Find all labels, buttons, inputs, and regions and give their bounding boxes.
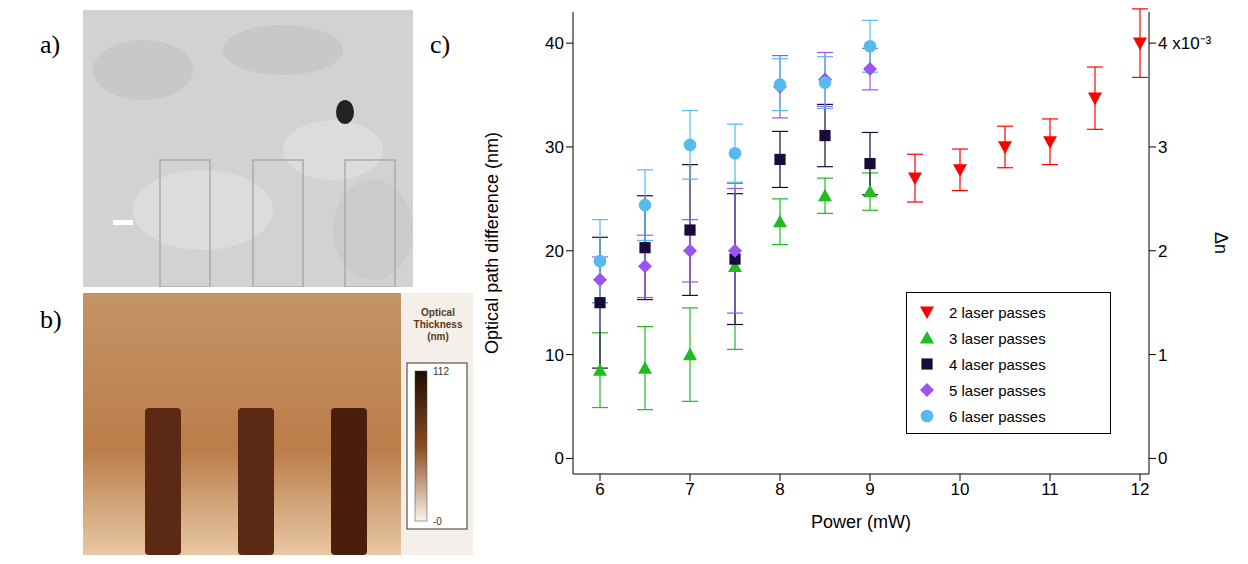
html-text:Optical path difference (nm): Optical path difference (nm) [481, 132, 502, 354]
svg-text:0: 0 [1158, 449, 1167, 468]
svg-text:30: 30 [545, 138, 564, 157]
svg-text:3: 3 [1158, 138, 1167, 157]
svg-text:4 x10⁻³: 4 x10⁻³ [1158, 34, 1212, 53]
html-text:3 laser passes: 3 laser passes [949, 329, 1046, 347]
svg-text:0: 0 [555, 449, 564, 468]
svg-text:7: 7 [685, 480, 694, 499]
svg-text:9: 9 [865, 480, 874, 499]
svg-text:112: 112 [433, 366, 449, 377]
svg-text:1: 1 [1158, 346, 1167, 365]
html-text:4 laser passes: 4 laser passes [949, 355, 1046, 373]
svg-text:20: 20 [545, 242, 564, 261]
svg-text:10: 10 [951, 480, 970, 499]
svg-text:10: 10 [545, 346, 564, 365]
svg-text:8: 8 [775, 480, 784, 499]
html-text:6 laser passes: 6 laser passes [949, 407, 1046, 425]
html-text:5 laser passes: 5 laser passes [949, 381, 1046, 399]
svg-text:40: 40 [545, 34, 564, 53]
html-text:Δn: Δn [1210, 232, 1231, 254]
svg-text:2: 2 [1158, 242, 1167, 261]
svg-text:6: 6 [595, 480, 604, 499]
html-text:c): c) [430, 30, 451, 59]
svg-text:11: 11 [1041, 480, 1059, 499]
svg-text:12: 12 [1131, 480, 1150, 499]
html-text:2 laser passes: 2 laser passes [949, 303, 1046, 321]
html-text:a): a) [40, 30, 61, 59]
html-text:b): b) [40, 305, 62, 334]
svg-text:-0: -0 [433, 516, 442, 527]
html-text:Power (mW): Power (mW) [811, 512, 911, 532]
html-text:Optical Thickness (nm): Optical Thickness (nm) [413, 307, 463, 342]
